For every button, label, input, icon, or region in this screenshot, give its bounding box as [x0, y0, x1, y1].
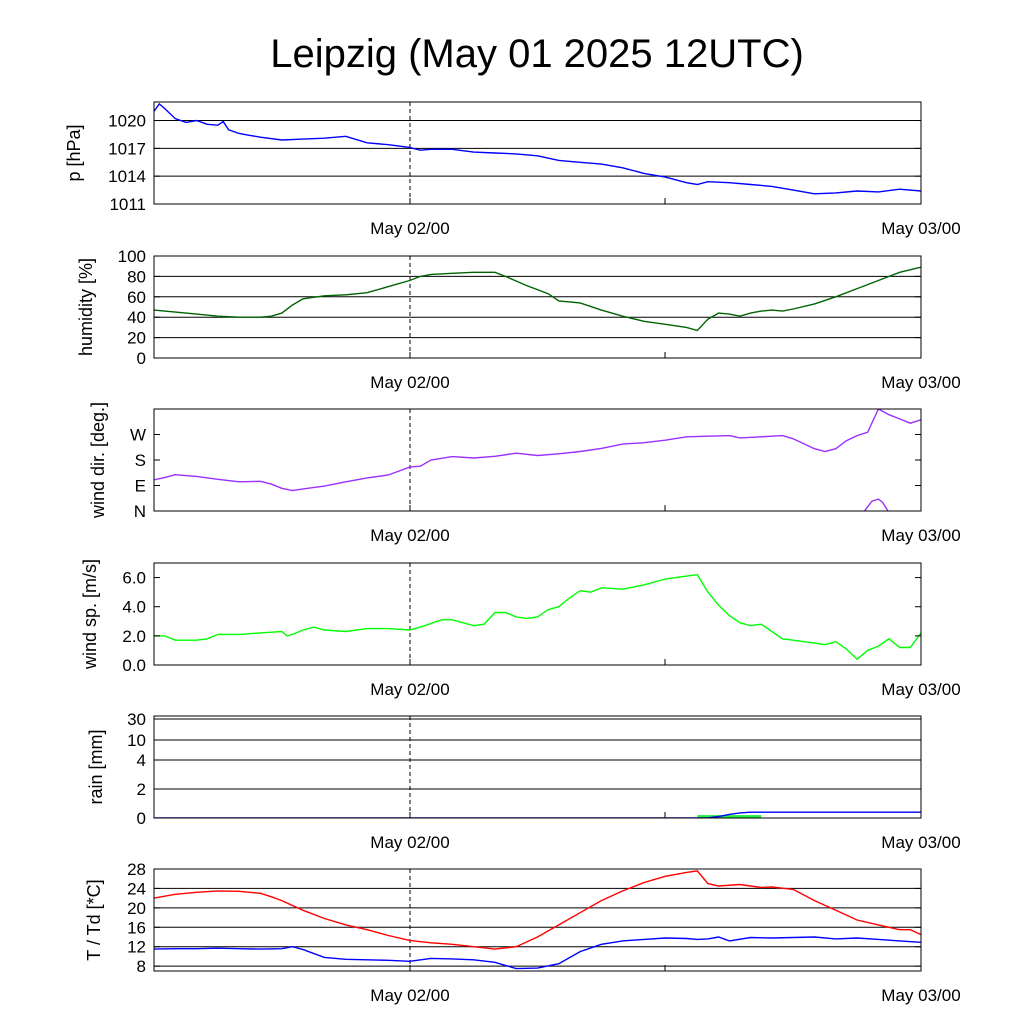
y-tick-label: 4 [137, 751, 146, 770]
y-tick-label: E [135, 477, 146, 496]
series-line-3 [863, 498, 889, 511]
y-tick-label: 0.0 [122, 656, 146, 675]
x-tick-label: May 03/00 [881, 219, 960, 238]
y-tick-label: 40 [127, 308, 146, 327]
y-tick-label: 30 [127, 710, 146, 729]
y-axis-label: humidity [%] [76, 258, 96, 356]
y-tick-label: 4.0 [122, 598, 146, 617]
y-tick-label: 6.0 [122, 569, 146, 588]
y-tick-label: 12 [127, 938, 146, 957]
y-tick-label: 10 [127, 731, 146, 750]
x-tick-label: May 02/00 [370, 526, 449, 545]
y-tick-label: 8 [137, 957, 146, 976]
x-tick-label: May 02/00 [370, 986, 449, 1005]
plot-frame [153, 101, 922, 205]
panel-pressure: 1011 1014 1017 1020 p [hPa] May 02/00 May 03/0… [64, 101, 961, 238]
chart-title: Leipzig (May 01 2025 12UTC) [270, 32, 804, 76]
y-tick-label: 80 [127, 267, 146, 286]
y-tick-label: 0 [137, 349, 146, 368]
y-tick-label: 1017 [108, 139, 146, 158]
y-tick-label: 2 [137, 780, 146, 799]
plot-frame [153, 408, 922, 512]
y-tick-label: 20 [127, 899, 146, 918]
series-line-1 [154, 870, 921, 950]
series-line-1 [154, 102, 921, 195]
series-line-1 [154, 409, 880, 492]
y-tick-label: 20 [127, 329, 146, 348]
x-tick-label: May 02/00 [370, 833, 449, 852]
y-tick-label: W [130, 426, 146, 445]
y-tick-label: 24 [127, 879, 146, 898]
plot-frame [153, 868, 922, 972]
panel-rain: 0 2 410 30 rain [mm] May 02/00 May 03/00 [86, 710, 961, 852]
x-tick-label: May 02/00 [370, 373, 449, 392]
y-tick-label: 60 [127, 288, 146, 307]
y-tick-label: 16 [127, 918, 146, 937]
series-line-1 [154, 266, 921, 332]
y-axis-label: wind dir. [deg.] [88, 402, 108, 519]
y-axis-label: wind sp. [m/s] [80, 559, 100, 670]
plot-frame [153, 562, 922, 666]
y-tick-label: 1011 [109, 195, 146, 214]
y-tick-label: 2.0 [122, 627, 146, 646]
plot-frame [153, 715, 922, 819]
x-tick-label: May 03/00 [881, 680, 960, 699]
y-tick-label: 28 [127, 860, 146, 879]
x-tick-label: May 03/00 [881, 986, 960, 1005]
series-line-1 [154, 811, 921, 818]
series-line-2 [878, 409, 921, 424]
y-tick-label: 0 [137, 809, 146, 828]
y-tick-label: N [134, 502, 146, 521]
x-tick-label: May 02/00 [370, 219, 449, 238]
x-tick-label: May 03/00 [881, 833, 960, 852]
y-axis-label: T / Td [*C] [84, 879, 104, 960]
y-tick-label: S [135, 451, 146, 470]
y-axis-label: p [hPa] [64, 124, 84, 181]
x-tick-label: May 03/00 [881, 373, 960, 392]
x-tick-label: May 02/00 [370, 680, 449, 699]
y-tick-label: 1014 [108, 167, 146, 186]
series-line-2 [154, 936, 921, 970]
x-tick-label: May 03/00 [881, 526, 960, 545]
series-line-1 [154, 573, 921, 661]
precip-bar [697, 815, 762, 818]
y-tick-label: 1020 [108, 112, 146, 131]
y-tick-label: 100 [118, 247, 146, 266]
plot-frame [153, 255, 922, 359]
y-axis-label: rain [mm] [86, 729, 106, 804]
panel-wind-speed: 0.0 2.0 4.0 6.0 wind sp. [m/s] May 02/00 May 0… [80, 559, 961, 699]
